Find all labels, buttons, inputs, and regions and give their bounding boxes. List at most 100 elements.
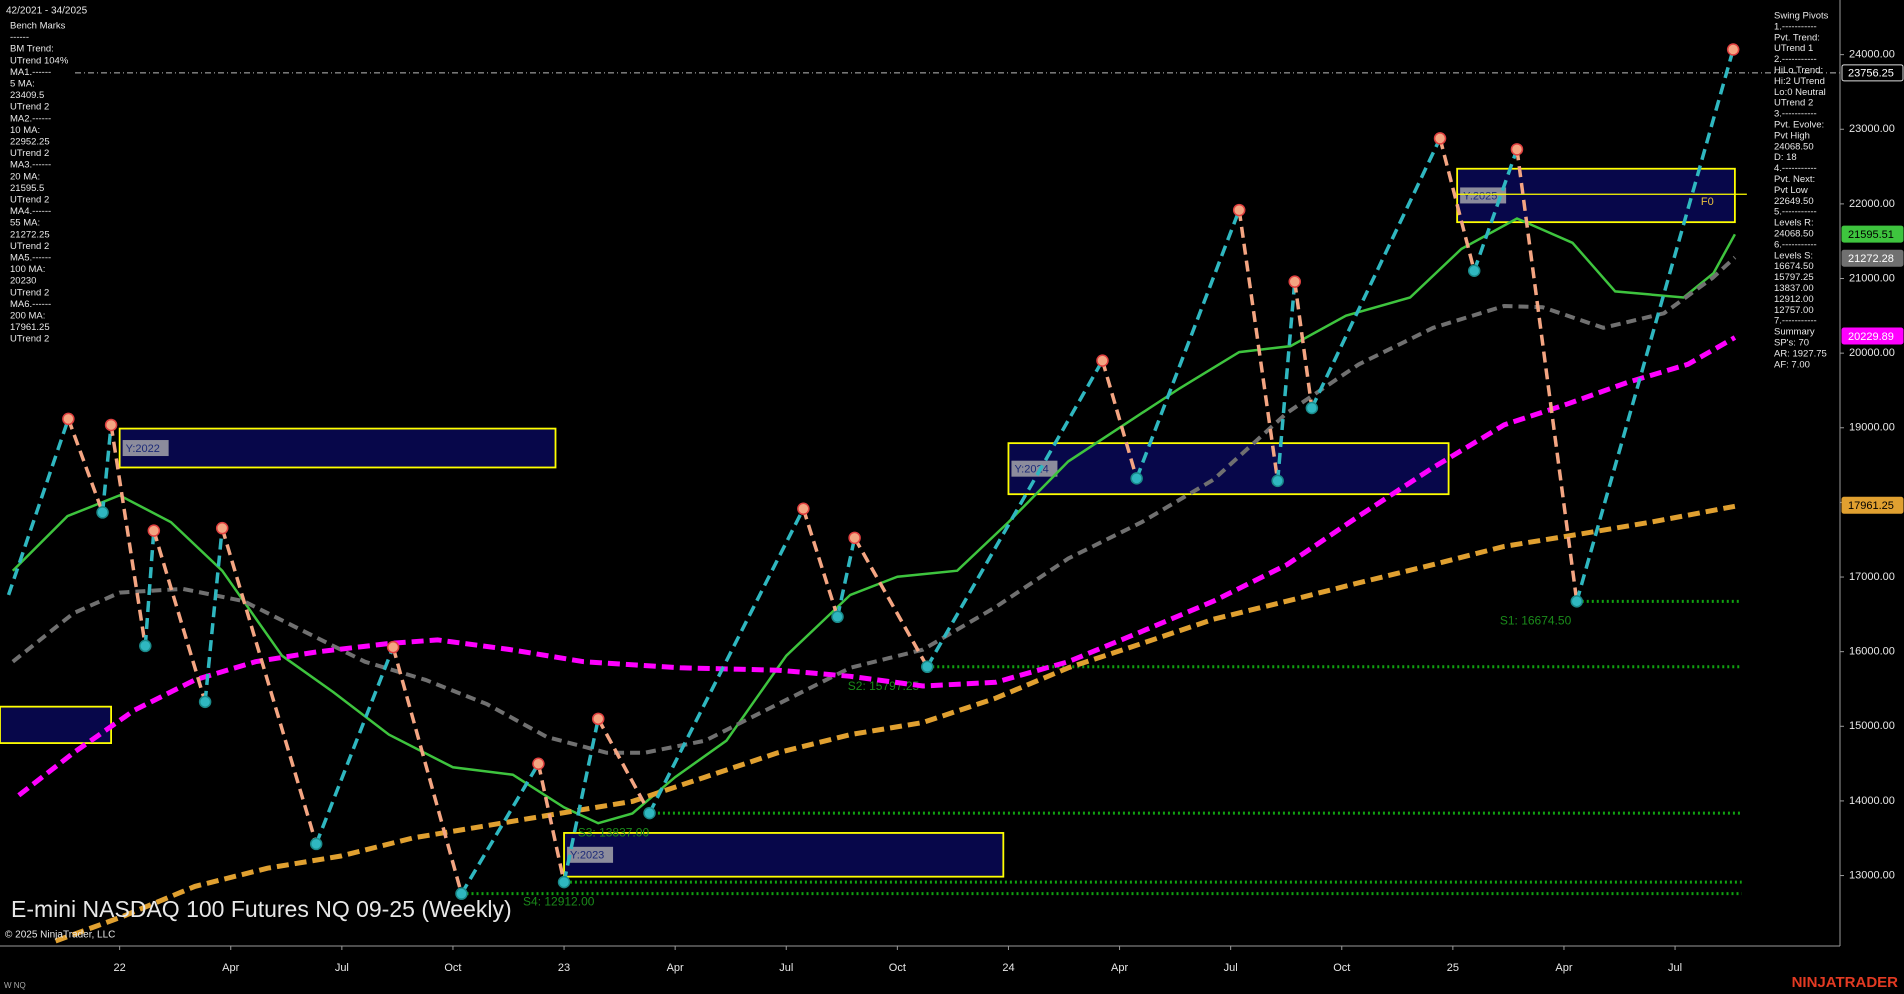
y-tick-label: 16000.00 <box>1849 646 1895 658</box>
box-label-bg <box>1460 187 1507 204</box>
pivot-low <box>921 660 934 674</box>
price-flag-label: 20229.89 <box>1848 331 1894 343</box>
left-panel-line: MA3.------ <box>10 160 51 171</box>
right-panel-line: Pvt High <box>1774 130 1810 141</box>
right-panel-line: 2.----------- <box>1774 54 1817 65</box>
right-panel-line: 7.----------- <box>1774 316 1817 327</box>
swing-leg <box>801 508 840 618</box>
left-panel-line: 17961.25 <box>10 322 50 333</box>
right-panel-line: 24068.50 <box>1774 229 1814 240</box>
right-panel-line: 22649.50 <box>1774 196 1814 207</box>
price-flag-label: 21595.51 <box>1848 229 1894 241</box>
left-panel-line: MA6.------ <box>10 299 51 310</box>
right-panel-line: 3.----------- <box>1774 109 1817 120</box>
x-tick-label: Jul <box>335 962 349 974</box>
price-flag-label: 21272.28 <box>1848 253 1894 265</box>
y-tick-label: 21000.00 <box>1849 272 1895 284</box>
pivot-low <box>309 837 323 851</box>
left-panel-line: 55 MA: <box>10 218 40 229</box>
box-label: Y:2024 <box>1014 464 1048 476</box>
date-range: 42/2021 - 34/2025 <box>6 6 88 17</box>
right-panel-line: Swing Pivots <box>1774 11 1829 22</box>
swing-leg <box>1293 281 1314 409</box>
brand: NINJATRADER <box>1792 974 1899 991</box>
x-tick-label: Oct <box>1333 962 1350 974</box>
right-panel-line: 15797.25 <box>1774 272 1814 283</box>
left-panel-line: 21272.25 <box>10 229 50 240</box>
swing-leg <box>853 536 929 668</box>
swing-leg <box>562 718 600 883</box>
right-panel-line: SP's: 70 <box>1774 338 1809 349</box>
instrument: W NQ <box>4 981 26 990</box>
pivot-low <box>455 887 468 900</box>
left-panel-line: UTrend 2 <box>10 241 49 252</box>
left-panel-line: UTrend 2 <box>10 287 49 298</box>
x-tick-label: Oct <box>889 962 906 974</box>
box-label: Y:2025 <box>1463 190 1497 202</box>
pivot-low <box>1467 264 1481 278</box>
x-tick-label: Apr <box>667 962 684 974</box>
left-panel-line: MA2.------ <box>10 113 51 124</box>
pivot-high <box>1232 203 1246 217</box>
swing-leg <box>1237 209 1280 482</box>
box-label: Y:2022 <box>126 443 160 455</box>
pivot-high <box>62 412 75 426</box>
x-tick-label: 22 <box>114 962 126 974</box>
pivot-high <box>215 521 229 535</box>
x-tick-label: Apr <box>222 962 239 974</box>
right-panel-line: Levels S: <box>1774 250 1813 261</box>
y-tick-label: 19000.00 <box>1849 422 1895 434</box>
right-panel-line: UTrend 1 <box>1774 43 1813 54</box>
pivot-high <box>1288 275 1302 288</box>
price-flag <box>1841 225 1904 243</box>
swing-leg <box>459 762 540 895</box>
pivot-low <box>643 806 656 820</box>
price-flag <box>1841 327 1904 345</box>
pivot-low <box>198 695 212 709</box>
pivot-high <box>591 712 605 726</box>
pivot-high <box>1510 143 1524 156</box>
pivot-high <box>532 757 545 771</box>
swing-leg <box>143 530 156 647</box>
left-panel-line: MA5.------ <box>10 253 51 264</box>
right-panel-line: AF: 7.00 <box>1774 359 1810 370</box>
left-panel-line: UTrend 2 <box>10 102 49 113</box>
right-panel-line: 1.----------- <box>1774 21 1817 32</box>
copyright: © 2025 NinjaTrader, LLC <box>5 930 115 941</box>
right-panel-line: HiLo Trend: <box>1774 65 1823 76</box>
pivot-low <box>1305 401 1319 415</box>
left-panel-line: MA1.------ <box>10 67 51 78</box>
left-panel-line: UTrend 2 <box>10 195 49 206</box>
pivot-low <box>557 875 571 889</box>
box-label: Y:2023 <box>570 850 604 862</box>
swing-leg <box>1472 148 1519 272</box>
y-tick-label: 15000.00 <box>1849 720 1895 732</box>
range-box <box>118 427 557 469</box>
support-label: S3: 13837.00 <box>578 825 650 839</box>
y-tick-label: 24000.00 <box>1849 49 1895 61</box>
x-tick-label: Jul <box>779 962 793 974</box>
price-flag <box>1841 496 1904 514</box>
swing-leg <box>925 359 1104 668</box>
left-panel-line: 22952.25 <box>10 137 50 148</box>
moving-average-line <box>54 503 1736 944</box>
support-label: S4: 12912.00 <box>523 894 595 908</box>
pivot-high <box>104 418 118 432</box>
price-flag-label: 23756.25 <box>1848 68 1894 80</box>
y-tick-label: 13000.00 <box>1849 869 1895 881</box>
right-panel-line: Pvt. Evolve: <box>1774 120 1824 131</box>
swing-leg <box>100 424 113 513</box>
pivot-high <box>386 640 400 654</box>
pivot-low <box>1130 472 1143 485</box>
pivot-high <box>1096 354 1109 367</box>
left-panel-line: UTrend 2 <box>10 334 49 345</box>
right-panel-line: Pvt. Trend: <box>1774 32 1820 43</box>
left-panel-line: 10 MA: <box>10 125 40 136</box>
left-panel-line: 20 MA: <box>10 171 40 182</box>
right-panel-line: 12757.00 <box>1774 305 1814 316</box>
left-panel-line: 21595.5 <box>10 183 44 194</box>
left-panel-line: MA4.------ <box>10 206 51 217</box>
